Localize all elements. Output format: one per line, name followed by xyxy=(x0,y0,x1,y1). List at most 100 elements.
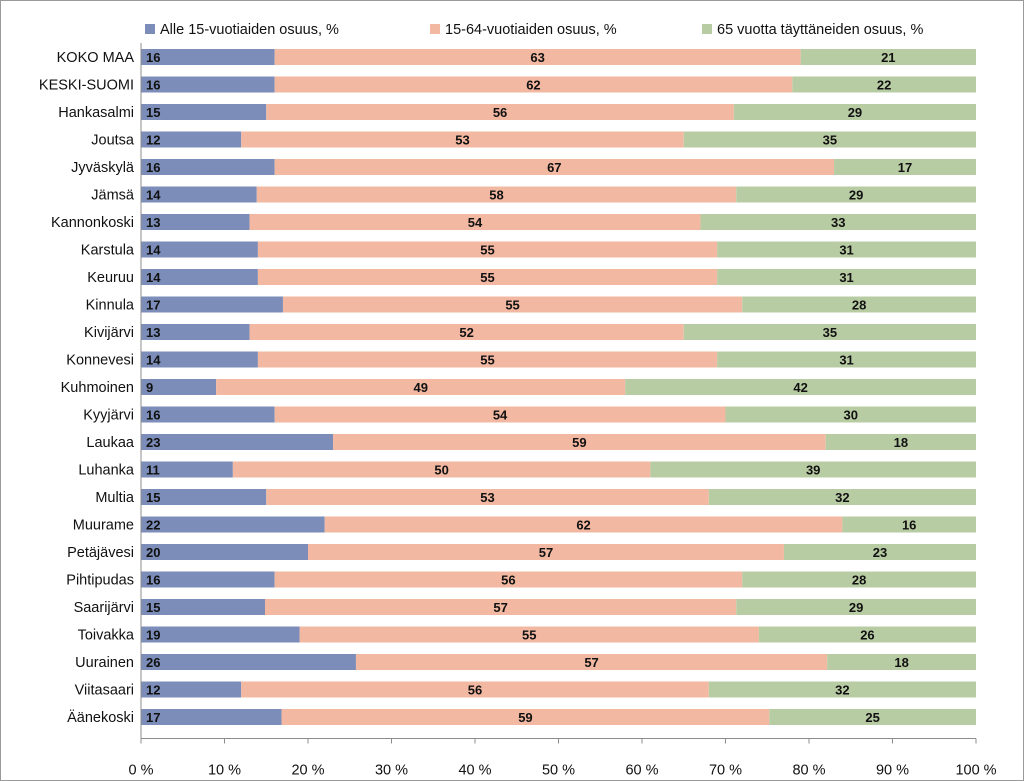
bar-segment-1 xyxy=(141,489,267,505)
data-label: 23 xyxy=(873,545,887,560)
bar-segment-3 xyxy=(683,131,976,148)
bar-segment-2 xyxy=(265,599,737,615)
bar-segment-3 xyxy=(742,571,976,588)
bar-segment-2 xyxy=(274,159,835,175)
data-label: 16 xyxy=(902,518,916,533)
data-label: 33 xyxy=(831,215,845,230)
data-label: 55 xyxy=(480,270,494,285)
bar-row: 13 52 35 xyxy=(141,324,976,340)
data-label: 56 xyxy=(501,573,515,588)
data-label: 11 xyxy=(146,463,160,478)
legend-swatch-3 xyxy=(702,24,712,34)
data-label: 26 xyxy=(146,655,160,670)
data-label: 17 xyxy=(146,710,160,725)
bar-segment-1 xyxy=(141,324,250,340)
bar-row: 14 55 31 xyxy=(141,351,976,368)
data-label: 39 xyxy=(806,463,820,478)
data-label: 22 xyxy=(146,518,160,533)
bar-segment-2 xyxy=(274,76,793,93)
bar-segment-2 xyxy=(274,406,726,423)
bar-segment-1 xyxy=(141,186,257,203)
bar-segment-2 xyxy=(249,324,684,340)
bar-segment-2 xyxy=(257,269,718,285)
tick-label: 40 % xyxy=(458,763,491,779)
category-label: Jyväskylä xyxy=(71,160,135,176)
bar-segment-2 xyxy=(299,626,759,643)
bar-segment-3 xyxy=(834,159,976,175)
bar-segment-1 xyxy=(141,626,300,643)
bar-segment-3 xyxy=(717,351,976,368)
category-label: Multia xyxy=(95,490,135,506)
data-label: 29 xyxy=(848,105,862,120)
data-label: 55 xyxy=(480,243,494,258)
data-label: 52 xyxy=(459,325,473,340)
bar-segment-3 xyxy=(736,599,976,615)
bar-segment-3 xyxy=(742,296,976,313)
data-label: 62 xyxy=(576,518,590,533)
category-label: Kivijärvi xyxy=(84,325,134,341)
data-label: 67 xyxy=(547,160,561,175)
tick-label: 70 % xyxy=(709,763,742,779)
category-label: Kannonkoski xyxy=(51,215,134,231)
data-label: 49 xyxy=(413,380,427,395)
data-label: 29 xyxy=(849,600,863,615)
bar-segment-1 xyxy=(141,296,283,313)
bar-segment-1 xyxy=(141,654,356,670)
tick-label: 100 % xyxy=(955,763,996,779)
data-label: 28 xyxy=(852,298,866,313)
bar-segment-2 xyxy=(355,654,828,670)
bar-segment-3 xyxy=(842,516,976,533)
bar-segment-1 xyxy=(141,49,275,65)
bar-segment-2 xyxy=(241,681,709,698)
tick-label: 90 % xyxy=(876,763,909,779)
data-label: 16 xyxy=(146,408,160,423)
data-label: 57 xyxy=(493,600,507,615)
bar-row: 14 55 31 xyxy=(141,241,976,258)
data-label: 32 xyxy=(835,490,849,505)
bars-area: 16 63 21 16 62 22 15 56 29 12 53 35 16 67 17 14 58 29 13 54… xyxy=(141,49,976,725)
data-label: 56 xyxy=(493,105,507,120)
bar-segment-3 xyxy=(700,214,976,230)
bar-segment-2 xyxy=(274,49,801,65)
data-label: 18 xyxy=(894,435,908,450)
bar-segment-3 xyxy=(717,269,976,285)
category-label: Muurame xyxy=(73,518,134,534)
data-label: 35 xyxy=(823,325,837,340)
bar-segment-1 xyxy=(141,241,258,258)
bar-segment-3 xyxy=(783,544,976,560)
bar-segment-3 xyxy=(725,406,976,423)
bar-row: 13 54 33 xyxy=(141,214,976,230)
data-label: 18 xyxy=(894,655,908,670)
legend-label-2: 15-64-vuotiaiden osuus, % xyxy=(445,22,617,38)
bar-row: 23 59 18 xyxy=(141,434,976,450)
legend: Alle 15-vuotiaiden osuus, % 15-64-vuotiai… xyxy=(145,22,923,38)
bar-segment-2 xyxy=(308,544,784,560)
bar-segment-1 xyxy=(141,131,242,148)
bar-segment-2 xyxy=(256,186,737,203)
data-label: 17 xyxy=(898,160,912,175)
data-label: 14 xyxy=(146,188,161,203)
data-label: 56 xyxy=(468,683,482,698)
category-label: Toivakka xyxy=(78,628,135,644)
bar-segment-1 xyxy=(141,709,282,725)
bar-segment-2 xyxy=(216,379,626,395)
bar-segment-1 xyxy=(141,434,334,450)
bar-segment-1 xyxy=(141,571,275,588)
bar-segment-2 xyxy=(266,104,734,120)
bar-segment-1 xyxy=(141,269,258,285)
data-label: 19 xyxy=(146,628,160,643)
bar-segment-2 xyxy=(266,489,709,505)
category-label: Äänekoski xyxy=(67,709,134,726)
bar-segment-1 xyxy=(141,461,233,478)
data-label: 14 xyxy=(146,243,161,258)
category-label: Keuruu xyxy=(87,270,134,286)
bar-row: 19 55 26 xyxy=(141,626,976,643)
category-label: Laukaa xyxy=(86,435,135,451)
data-label: 17 xyxy=(146,298,160,313)
data-label: 57 xyxy=(584,655,598,670)
bar-row: 17 55 28 xyxy=(141,296,976,313)
data-label: 35 xyxy=(823,133,837,148)
data-label: 28 xyxy=(852,573,866,588)
